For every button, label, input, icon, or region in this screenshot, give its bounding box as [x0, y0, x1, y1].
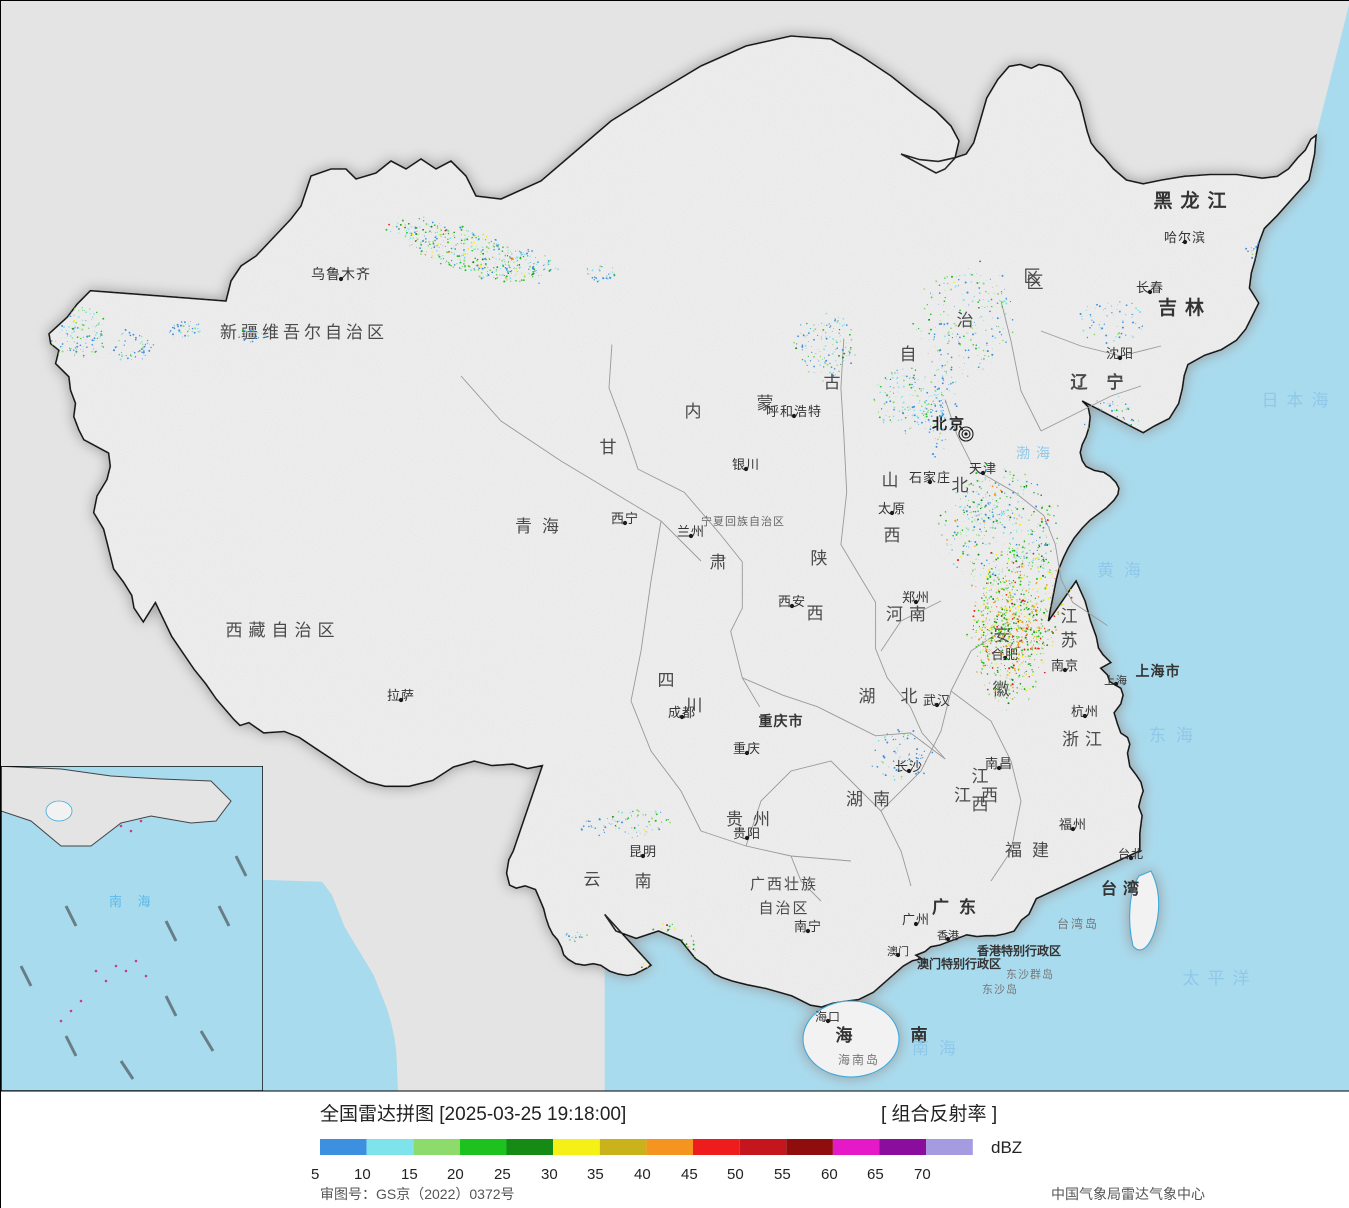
svg-text:陕: 陕 — [811, 549, 828, 568]
svg-text:5: 5 — [311, 1166, 319, 1183]
svg-text:北: 北 — [901, 687, 918, 706]
svg-text:65: 65 — [867, 1166, 884, 1183]
svg-text:西: 西 — [884, 526, 901, 545]
svg-text:自: 自 — [900, 345, 917, 364]
svg-text:江: 江 — [1061, 607, 1078, 626]
svg-text:审图号：GS京（2022）0372号: 审图号：GS京（2022）0372号 — [320, 1186, 515, 1202]
svg-text:南: 南 — [635, 872, 652, 891]
svg-text:苏: 苏 — [1061, 631, 1078, 650]
svg-text:25: 25 — [494, 1166, 511, 1183]
svg-text:全国雷达拼图 [2025-03-25 19:18:00]: 全国雷达拼图 [2025-03-25 19:18:00] — [320, 1103, 626, 1125]
svg-text:浙江: 浙江 — [1062, 730, 1108, 749]
svg-text:上海市: 上海市 — [1136, 663, 1181, 679]
svg-text:10: 10 — [354, 1166, 371, 1183]
svg-text:西藏自治区: 西藏自治区 — [226, 621, 341, 640]
svg-text:海: 海 — [836, 1025, 853, 1045]
svg-text:广东: 广东 — [932, 897, 986, 917]
svg-text:江西: 江西 — [954, 786, 1008, 805]
svg-text:北: 北 — [952, 476, 969, 495]
svg-text:宁夏回族自治区: 宁夏回族自治区 — [701, 514, 785, 528]
svg-text:dBZ: dBZ — [991, 1138, 1022, 1157]
svg-text:澳门特别行政区: 澳门特别行政区 — [917, 956, 1001, 971]
svg-text:黄海: 黄海 — [1097, 561, 1151, 580]
svg-text:云: 云 — [584, 870, 601, 889]
svg-text:西: 西 — [807, 604, 824, 623]
svg-text:山: 山 — [882, 471, 899, 490]
svg-text:北京: 北京 — [932, 415, 966, 433]
svg-text:55: 55 — [774, 1166, 791, 1183]
svg-text:东沙岛: 东沙岛 — [982, 982, 1018, 996]
svg-text:自治区: 自治区 — [758, 900, 809, 917]
svg-text:广西壮族: 广西壮族 — [750, 876, 818, 893]
svg-text:40: 40 — [634, 1166, 651, 1183]
svg-text:江: 江 — [972, 767, 989, 786]
svg-text:青海: 青海 — [515, 517, 569, 536]
svg-text:60: 60 — [821, 1166, 838, 1183]
svg-text:海南岛: 海南岛 — [838, 1052, 880, 1067]
svg-text:渤海: 渤海 — [1016, 445, 1056, 461]
svg-text:重庆市: 重庆市 — [759, 713, 804, 729]
svg-text:东海: 东海 — [1149, 726, 1203, 745]
svg-text:甘: 甘 — [600, 438, 617, 457]
svg-text:福建: 福建 — [1005, 841, 1059, 860]
svg-text:70: 70 — [914, 1166, 931, 1183]
svg-text:南 海: 南 海 — [109, 894, 157, 909]
svg-text:[ 组合反射率 ]: [ 组合反射率 ] — [881, 1103, 997, 1125]
svg-text:台湾岛: 台湾岛 — [1057, 916, 1099, 931]
svg-text:四: 四 — [658, 671, 675, 690]
svg-text:古: 古 — [824, 373, 841, 392]
svg-text:香港特别行政区: 香港特别行政区 — [976, 943, 1061, 958]
svg-text:东沙群岛: 东沙群岛 — [1006, 967, 1054, 981]
svg-text:南海: 南海 — [912, 1039, 966, 1058]
svg-text:宁: 宁 — [1107, 372, 1124, 392]
svg-text:湖: 湖 — [859, 687, 876, 706]
svg-text:辽: 辽 — [1071, 373, 1089, 392]
svg-text:中国气象局雷达气象中心: 中国气象局雷达气象中心 — [1051, 1186, 1205, 1202]
svg-text:15: 15 — [401, 1166, 418, 1183]
svg-text:45: 45 — [681, 1166, 698, 1183]
svg-text:区: 区 — [1027, 273, 1044, 292]
svg-text:30: 30 — [541, 1166, 558, 1183]
svg-text:川: 川 — [686, 696, 703, 715]
svg-text:20: 20 — [447, 1166, 464, 1183]
svg-text:台湾: 台湾 — [1101, 879, 1145, 898]
svg-text:肃: 肃 — [710, 553, 727, 572]
svg-text:新疆维吾尔自治区: 新疆维吾尔自治区 — [220, 323, 388, 342]
svg-text:河南: 河南 — [886, 605, 932, 624]
svg-text:内: 内 — [685, 402, 702, 421]
svg-text:35: 35 — [587, 1166, 604, 1183]
svg-text:吉林: 吉林 — [1158, 296, 1212, 319]
svg-text:太平洋: 太平洋 — [1183, 969, 1258, 988]
svg-text:治: 治 — [957, 311, 974, 330]
svg-text:湖南: 湖南 — [846, 790, 900, 809]
svg-text:黑龙江: 黑龙江 — [1153, 189, 1234, 212]
svg-text:50: 50 — [727, 1166, 744, 1183]
svg-text:日本海: 日本海 — [1262, 391, 1337, 410]
